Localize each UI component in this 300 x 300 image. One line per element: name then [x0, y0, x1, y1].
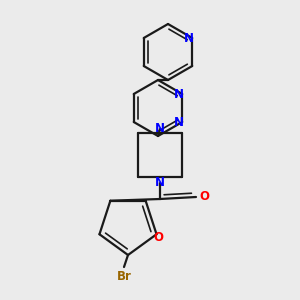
Text: O: O	[199, 190, 209, 203]
Text: N: N	[155, 122, 165, 134]
Text: O: O	[154, 231, 164, 244]
Text: N: N	[174, 88, 184, 100]
Text: N: N	[174, 116, 184, 128]
Text: N: N	[155, 176, 165, 188]
Text: Br: Br	[117, 271, 131, 284]
Text: N: N	[184, 32, 194, 44]
